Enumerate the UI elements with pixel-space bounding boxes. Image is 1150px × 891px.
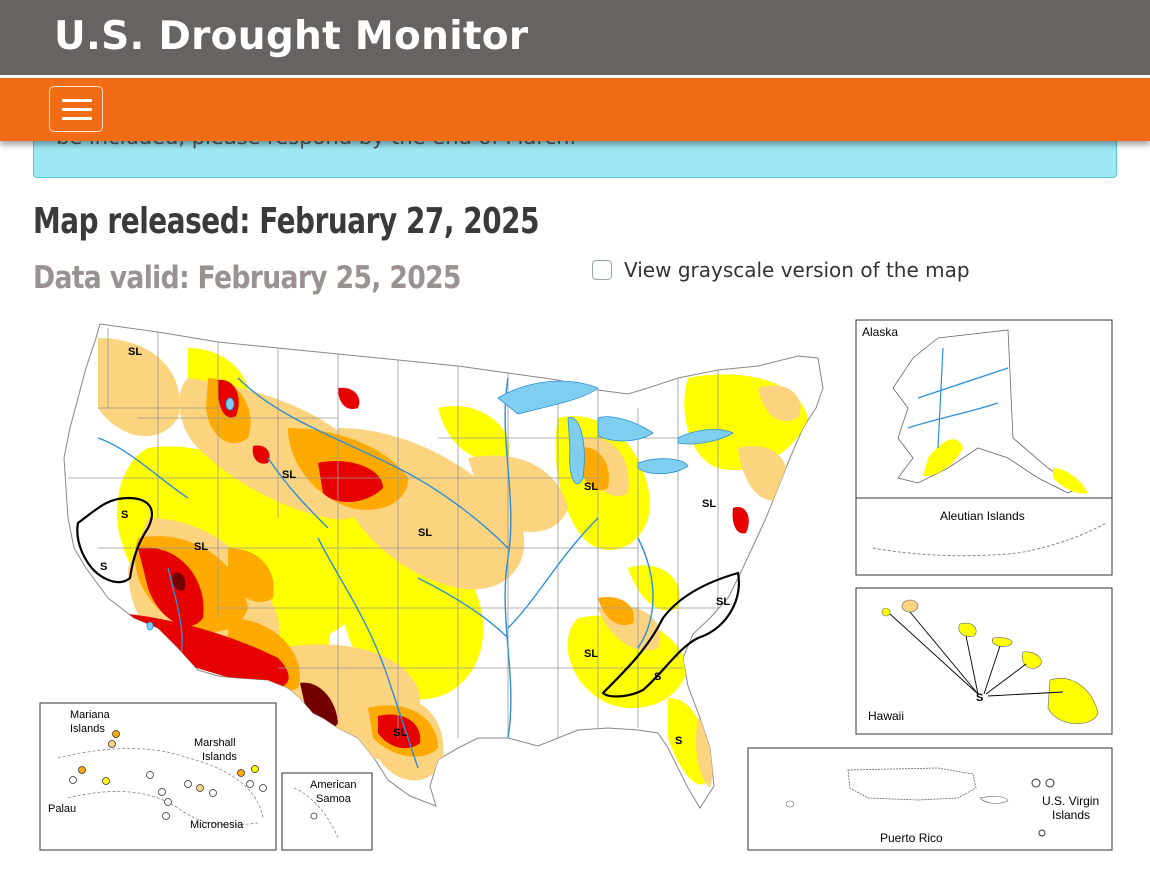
samoa-label-line2: Samoa [316, 793, 352, 805]
state-borders [68, 328, 738, 738]
palau-label: Palau [48, 803, 76, 815]
impact-label: S [976, 692, 983, 704]
impact-label: SL [282, 469, 296, 481]
impact-label: S [675, 735, 682, 747]
grayscale-checkbox[interactable] [592, 260, 612, 280]
conus-map: SL SL SL SL SL SL SL SL SL S S S S [63, 323, 824, 809]
hamburger-menu-icon[interactable] [49, 86, 103, 132]
hawaii-inset: S Hawaii [855, 587, 1113, 735]
puerto-rico-inset: U.S. Virgin Islands Puerto Rico [747, 747, 1113, 851]
micronesia-label: Micronesia [190, 819, 244, 831]
site-title[interactable]: U.S. Drought Monitor [54, 14, 529, 59]
marshall-label-line1: Marshall [194, 737, 236, 749]
drought-d4-areas [172, 572, 338, 730]
mariana-label-line1: Mariana [70, 709, 111, 721]
samoa-label-line1: American [310, 779, 356, 791]
pacific-islands-inset: Mariana Islands Marshall Islands Palau M… [39, 702, 277, 851]
impact-label: S [654, 671, 661, 683]
aleutian-label: Aleutian Islands [940, 509, 1025, 523]
alaska-label: Alaska [862, 325, 898, 339]
puerto-rico-label: Puerto Rico [880, 831, 943, 845]
impact-lines [76, 496, 741, 698]
impact-label: SL [584, 481, 598, 493]
mariana-label-line2: Islands [70, 723, 105, 735]
map-released-heading: Map released: February 27, 2025 [33, 201, 540, 242]
american-samoa-inset: American Samoa [281, 772, 373, 851]
marshall-label-line2: Islands [202, 751, 237, 763]
usvi-label-line2: Islands [1052, 808, 1090, 822]
impact-label: SL [716, 596, 730, 608]
rivers [97, 377, 654, 769]
data-valid-heading: Data valid: February 25, 2025 [33, 260, 461, 296]
impact-label: S [100, 561, 107, 573]
usvi-label-line1: U.S. Virgin [1042, 794, 1099, 808]
impact-label: S [121, 509, 128, 521]
impact-label: SL [393, 727, 407, 739]
site-header: U.S. Drought Monitor [0, 0, 1150, 75]
alaska-inset: Alaska Aleutian Islands [855, 319, 1113, 576]
impact-label: SL [702, 498, 716, 510]
impact-label: SL [584, 648, 598, 660]
impact-label: SL [194, 541, 208, 553]
great-lakes [146, 380, 734, 631]
impact-labels: SL SL SL SL SL SL SL SL SL S S S S [100, 346, 730, 747]
navbar [0, 78, 1150, 141]
hawaii-label: Hawaii [868, 709, 904, 723]
grayscale-toggle[interactable]: View grayscale version of the map [592, 256, 970, 284]
impact-label: SL [128, 346, 142, 358]
impact-label: SL [418, 527, 432, 539]
grayscale-label[interactable]: View grayscale version of the map [624, 258, 970, 282]
drought-map: SL SL SL SL SL SL SL SL SL S S S S Alask… [39, 319, 1113, 851]
